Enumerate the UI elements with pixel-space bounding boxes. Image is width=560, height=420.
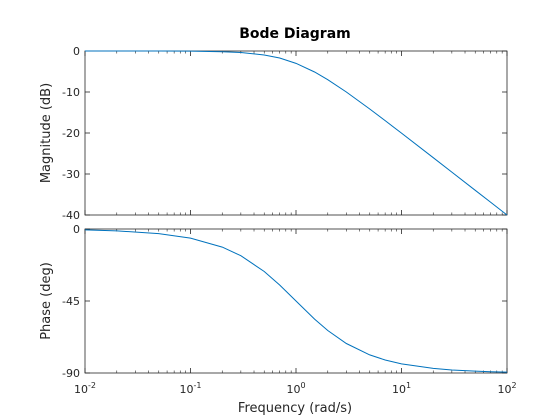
- x-tick-label: 10-2: [74, 381, 96, 396]
- magnitude-y-tick-label: -10: [62, 86, 80, 99]
- x-tick-label: 100: [286, 381, 305, 396]
- phase-y-tick-label: -90: [62, 367, 80, 380]
- magnitude-y-tick-label: 0: [73, 45, 80, 58]
- magnitude-axes-frame: [84, 50, 508, 216]
- magnitude-y-tick-label: -30: [62, 168, 80, 181]
- magnitude-series-line: [85, 50, 508, 216]
- phase-y-tick-label: 0: [73, 223, 80, 236]
- magnitude-y-tick-label: -20: [62, 127, 80, 140]
- chart-title: Bode Diagram: [239, 26, 351, 42]
- x-tick-label: 10-1: [180, 381, 202, 396]
- x-tick-label: 101: [392, 381, 411, 396]
- x-tick-label: 102: [497, 381, 516, 396]
- magnitude-y-tick-label: -40: [62, 209, 80, 222]
- phase-y-tick-label: -45: [62, 295, 80, 308]
- magnitude-y-axis-label: Magnitude (dB): [39, 83, 54, 183]
- plot-panels: 0 -10 -20 -30 -40 Magnitude (dB) 0 -45 -90 Phase …: [39, 45, 517, 396]
- phase-panel: 0 -45 -90 Phase (deg): [39, 223, 508, 380]
- phase-series-line: [84, 229, 508, 373]
- phase-y-axis-label: Phase (deg): [39, 262, 54, 340]
- magnitude-panel: 0 -10 -20 -30 -40 Magnitude (dB): [39, 45, 508, 222]
- x-axis-label: Frequency (rad/s): [238, 401, 352, 416]
